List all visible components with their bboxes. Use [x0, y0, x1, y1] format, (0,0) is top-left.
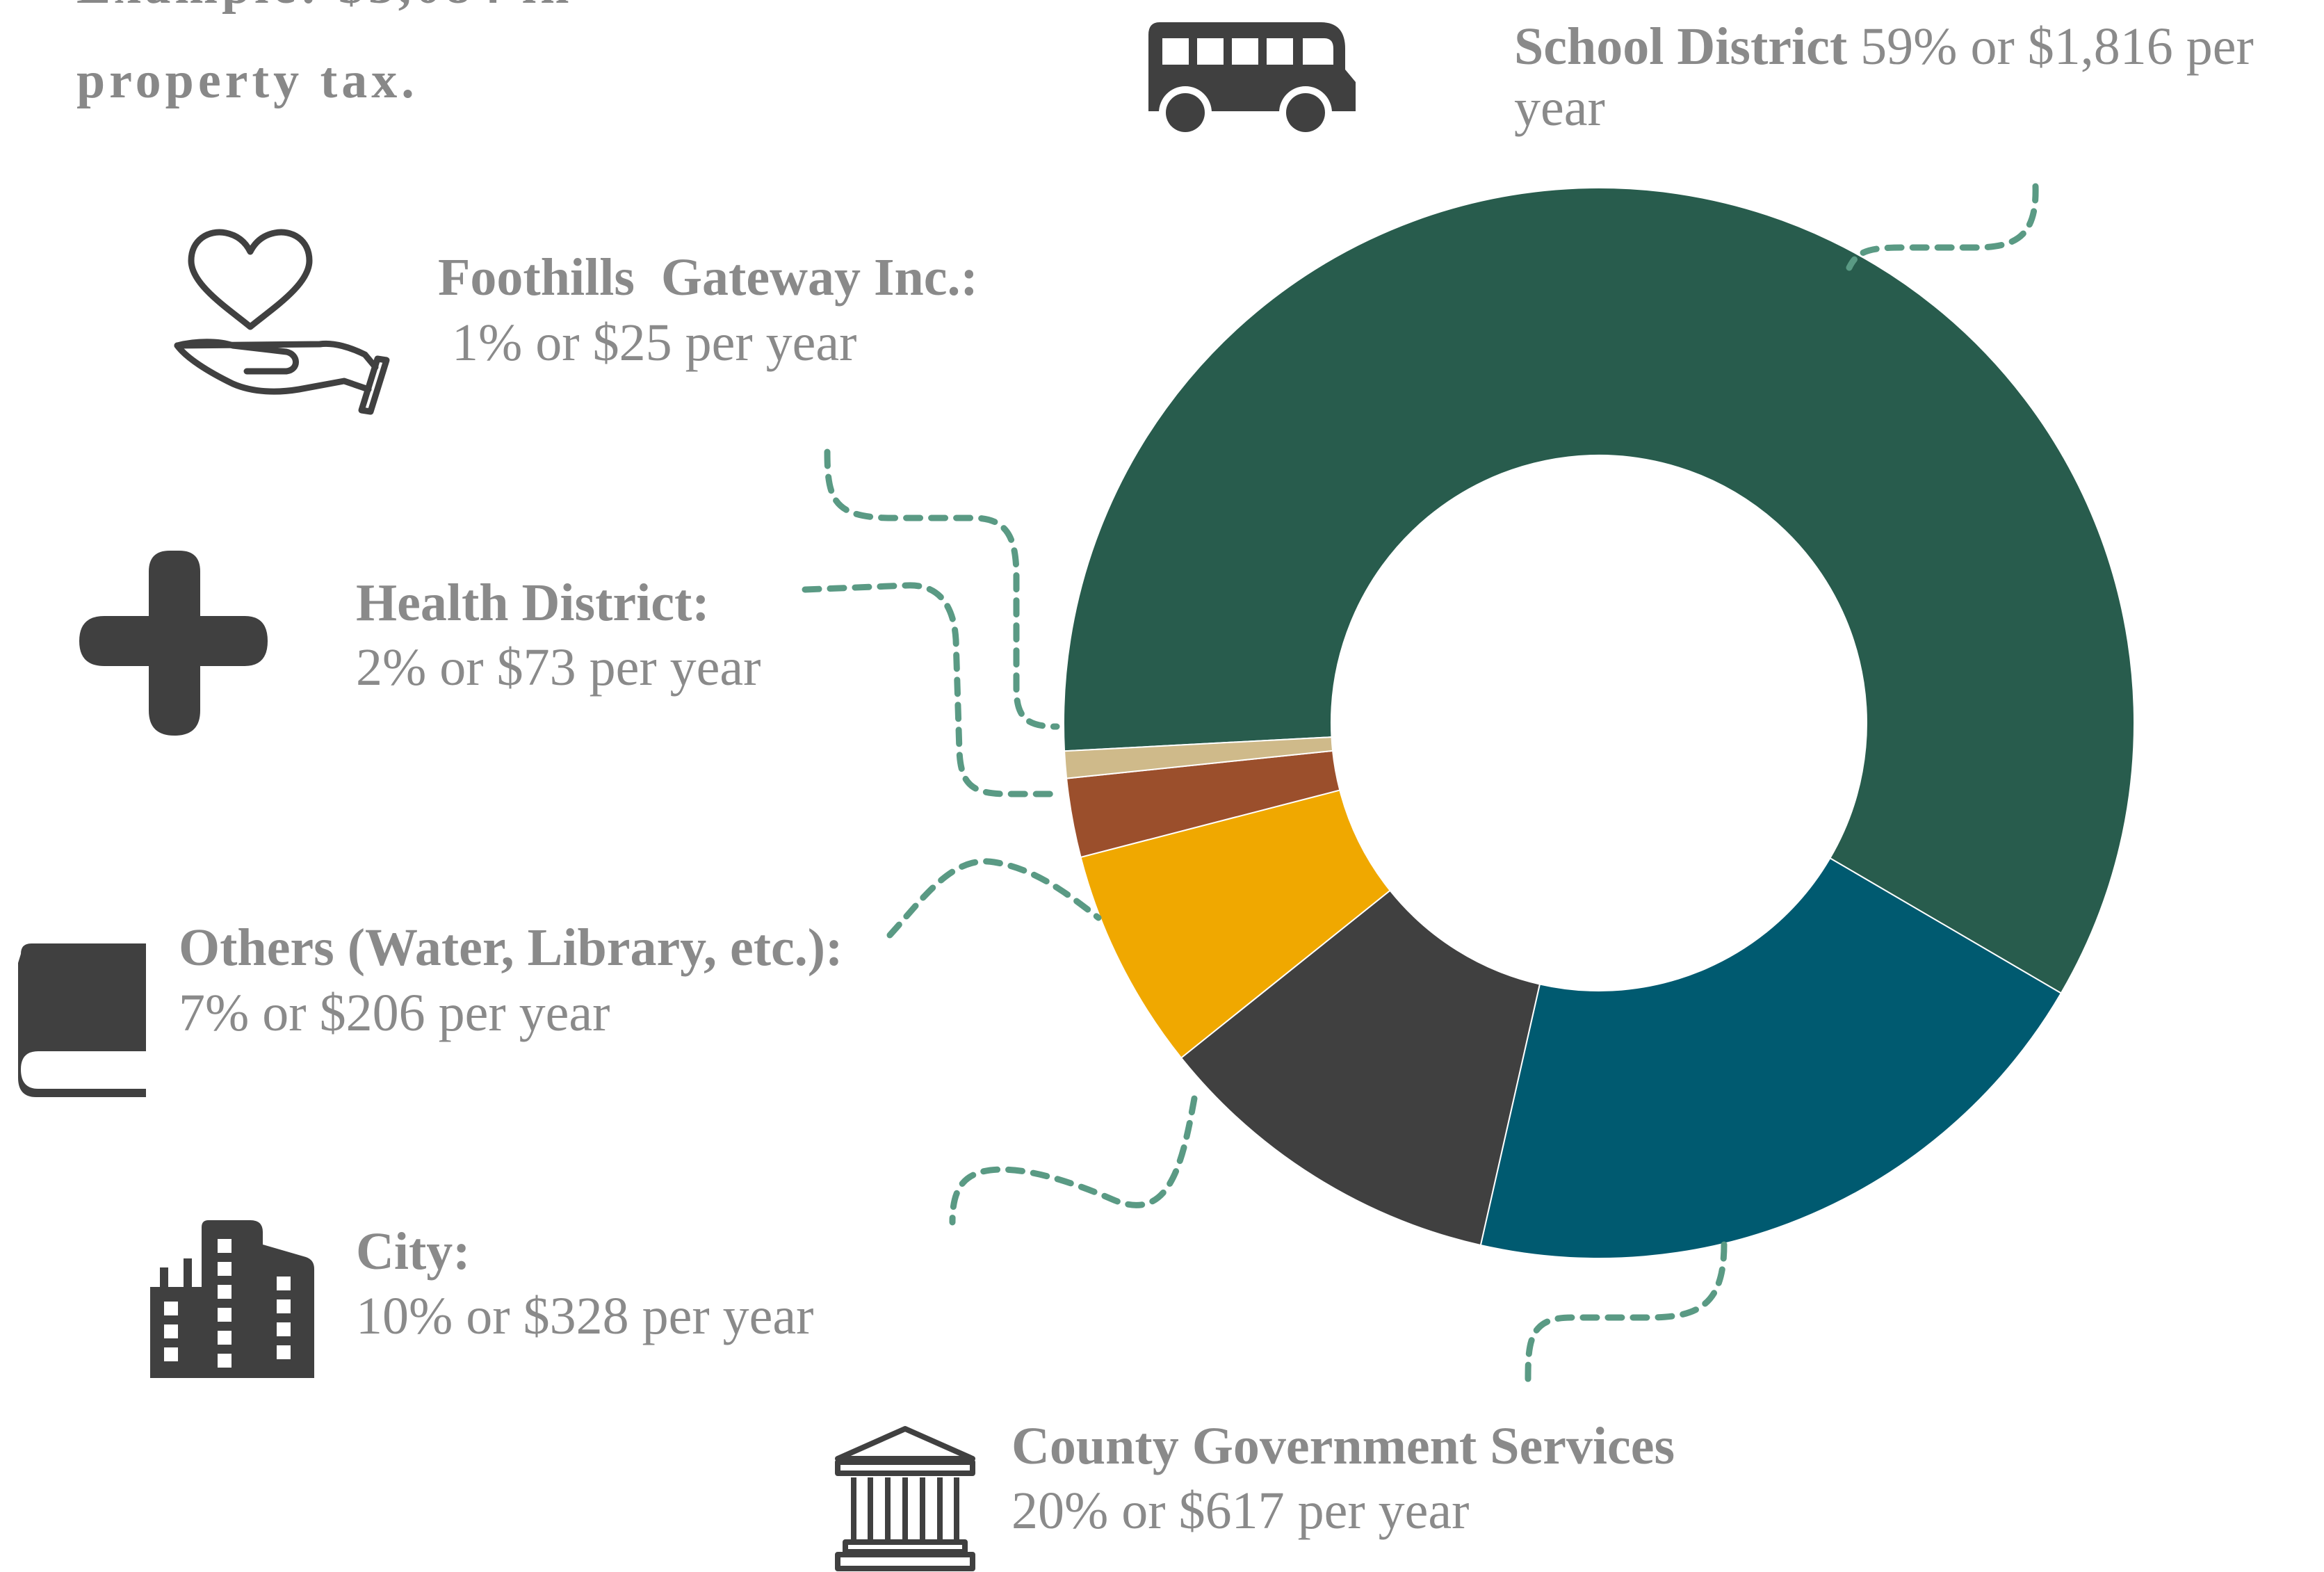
leader-line-others	[886, 858, 1102, 939]
label-others-detail: 7% or $206 per year	[179, 984, 610, 1042]
leader-lines	[802, 183, 2039, 1384]
heart-in-hand-icon	[174, 229, 390, 415]
label-county-detail: 20% or $617 per year	[1011, 1482, 1469, 1540]
label-health-detail: 2% or $73 per year	[356, 638, 761, 697]
city-buildings-icon	[150, 1220, 314, 1378]
heading-line-1: Example: $3,084 in	[76, 0, 573, 15]
label-school-detail-line2: year	[1514, 79, 1605, 137]
leader-line-foothills	[824, 448, 1060, 730]
label-others-name: Others (Water, Library, etc.):	[179, 918, 843, 977]
label-foothills-detail: 1% or $25 per year	[452, 314, 856, 372]
school-bus-icon	[1148, 22, 1356, 139]
medical-cross-icon	[79, 551, 268, 736]
label-school-gap	[1847, 17, 1860, 76]
heading-line-2: property tax.	[76, 52, 419, 109]
book-icon	[18, 943, 146, 1097]
donut-hole	[1331, 455, 1867, 991]
leader-line-city	[949, 1095, 1198, 1226]
label-foothills-name: Foothills Gateway Inc.:	[438, 248, 978, 307]
label-school-name: School District	[1514, 17, 1847, 76]
label-health-name: Health District:	[356, 574, 710, 632]
label-school: School District 59% or $1,816 per	[1514, 17, 2254, 76]
label-county-name: County Government Services	[1011, 1417, 1675, 1475]
label-city-name: City:	[356, 1222, 471, 1281]
label-city-detail: 10% or $328 per year	[356, 1287, 813, 1345]
donut-slices	[1063, 186, 2135, 1259]
leader-line-health	[802, 582, 1060, 797]
leader-line-school	[1846, 183, 2039, 271]
leader-line-county	[1525, 1241, 1728, 1384]
label-school-detail: 59% or $1,816 per	[1860, 17, 2254, 76]
courthouse-icon	[835, 1426, 975, 1571]
